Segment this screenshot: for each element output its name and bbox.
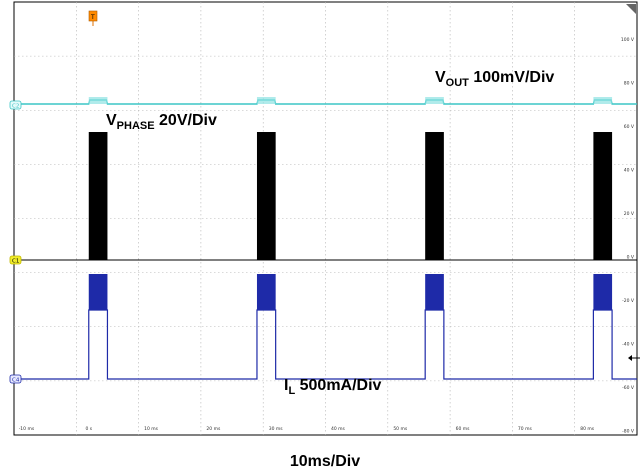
channel-marker-c2: C2 <box>9 100 22 110</box>
grid <box>14 2 637 435</box>
y-tick-label: 20 V <box>624 211 635 217</box>
vphase-burst <box>88 132 108 260</box>
c2-marker-label: C2 <box>12 104 19 110</box>
x-tick-label: -10 ms <box>19 426 35 432</box>
trigger-marker: T <box>88 10 98 26</box>
c4-marker-label: C4 <box>12 378 20 384</box>
il-burst <box>593 274 613 310</box>
vout-ripple-burst <box>425 97 444 104</box>
vout-ripple-burst <box>593 97 613 104</box>
channel-marker-c1: C1 <box>9 255 22 265</box>
x-tick-label: 20 ms <box>206 426 221 432</box>
vphase-burst <box>256 132 276 260</box>
traces <box>14 97 637 380</box>
y-tick-labels: 100 V 80 V 60 V 40 V 20 V 0 V -20 V -40 V -60 V -… <box>621 37 635 435</box>
il-burst <box>88 274 108 310</box>
offset-arrow-icon <box>628 355 640 361</box>
x-tick-label: 30 ms <box>269 426 284 432</box>
y-tick-label: -20 V <box>622 298 635 304</box>
vphase-burst <box>425 132 444 260</box>
y-tick-label: 80 V <box>624 81 635 87</box>
x-tick-label: 60 ms <box>456 426 471 432</box>
il-burst <box>256 274 276 310</box>
corner-indicator-icon <box>626 4 636 14</box>
il-scale-label: IL 500mA/Div <box>284 377 382 397</box>
x-tick-labels: -10 ms 0 s 10 ms 20 ms 30 ms 40 ms 50 ms 60 ms 7… <box>19 426 595 432</box>
x-tick-label: 70 ms <box>518 426 533 432</box>
y-tick-label: -80 V <box>622 429 635 435</box>
il-ripple-bursts <box>88 274 613 310</box>
vout-ripple-burst <box>88 97 108 104</box>
vout-ripple-bursts <box>88 97 613 104</box>
il-burst <box>425 274 444 310</box>
timebase-label: 10ms/Div <box>290 453 360 470</box>
vout-ripple-burst <box>256 97 276 104</box>
y-tick-label: 100 V <box>621 37 635 43</box>
vphase-scale-label: VPHASE 20V/Div <box>106 112 217 132</box>
x-tick-label: 50 ms <box>393 426 408 432</box>
x-tick-label: 10 ms <box>144 426 159 432</box>
c1-marker-label: C1 <box>12 259 19 265</box>
y-tick-label: 60 V <box>624 124 635 130</box>
x-tick-label: 80 ms <box>580 426 595 432</box>
y-tick-label: -40 V <box>622 342 635 348</box>
channel-marker-c4: C4 <box>9 374 22 384</box>
y-tick-label: 0 V <box>627 255 635 261</box>
y-tick-label: 40 V <box>624 168 635 174</box>
x-tick-label: 40 ms <box>331 426 346 432</box>
vphase-switching-bursts <box>88 132 613 260</box>
x-tick-label: 0 s <box>85 426 92 432</box>
vphase-burst <box>593 132 613 260</box>
y-tick-label: -60 V <box>622 385 635 391</box>
trigger-label: T <box>90 14 95 21</box>
vout-scale-label: VOUT 100mV/Div <box>435 69 554 89</box>
